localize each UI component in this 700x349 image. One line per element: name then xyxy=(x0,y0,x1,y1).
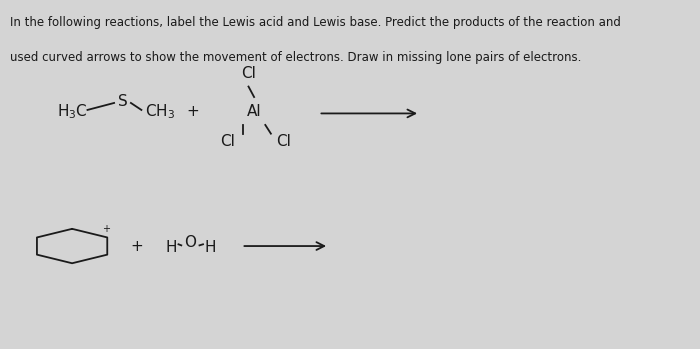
Text: Cl: Cl xyxy=(276,134,291,149)
Text: Al: Al xyxy=(247,104,261,119)
Text: $\mathregular{H_3C}$: $\mathregular{H_3C}$ xyxy=(57,102,88,121)
Text: H: H xyxy=(166,240,177,255)
Text: $\mathregular{CH_3}$: $\mathregular{CH_3}$ xyxy=(145,102,175,121)
Text: O: O xyxy=(184,235,197,250)
Text: Cl: Cl xyxy=(241,66,256,81)
Text: used curved arrows to show the movement of electrons. Draw in missing lone pairs: used curved arrows to show the movement … xyxy=(10,51,582,64)
Text: In the following reactions, label the Lewis acid and Lewis base. Predict the pro: In the following reactions, label the Le… xyxy=(10,16,622,29)
Text: +: + xyxy=(186,104,199,119)
Text: Cl: Cl xyxy=(220,134,235,149)
Text: +: + xyxy=(130,239,143,253)
Text: S: S xyxy=(118,94,127,109)
Text: H: H xyxy=(204,240,216,255)
Text: +: + xyxy=(102,224,110,234)
